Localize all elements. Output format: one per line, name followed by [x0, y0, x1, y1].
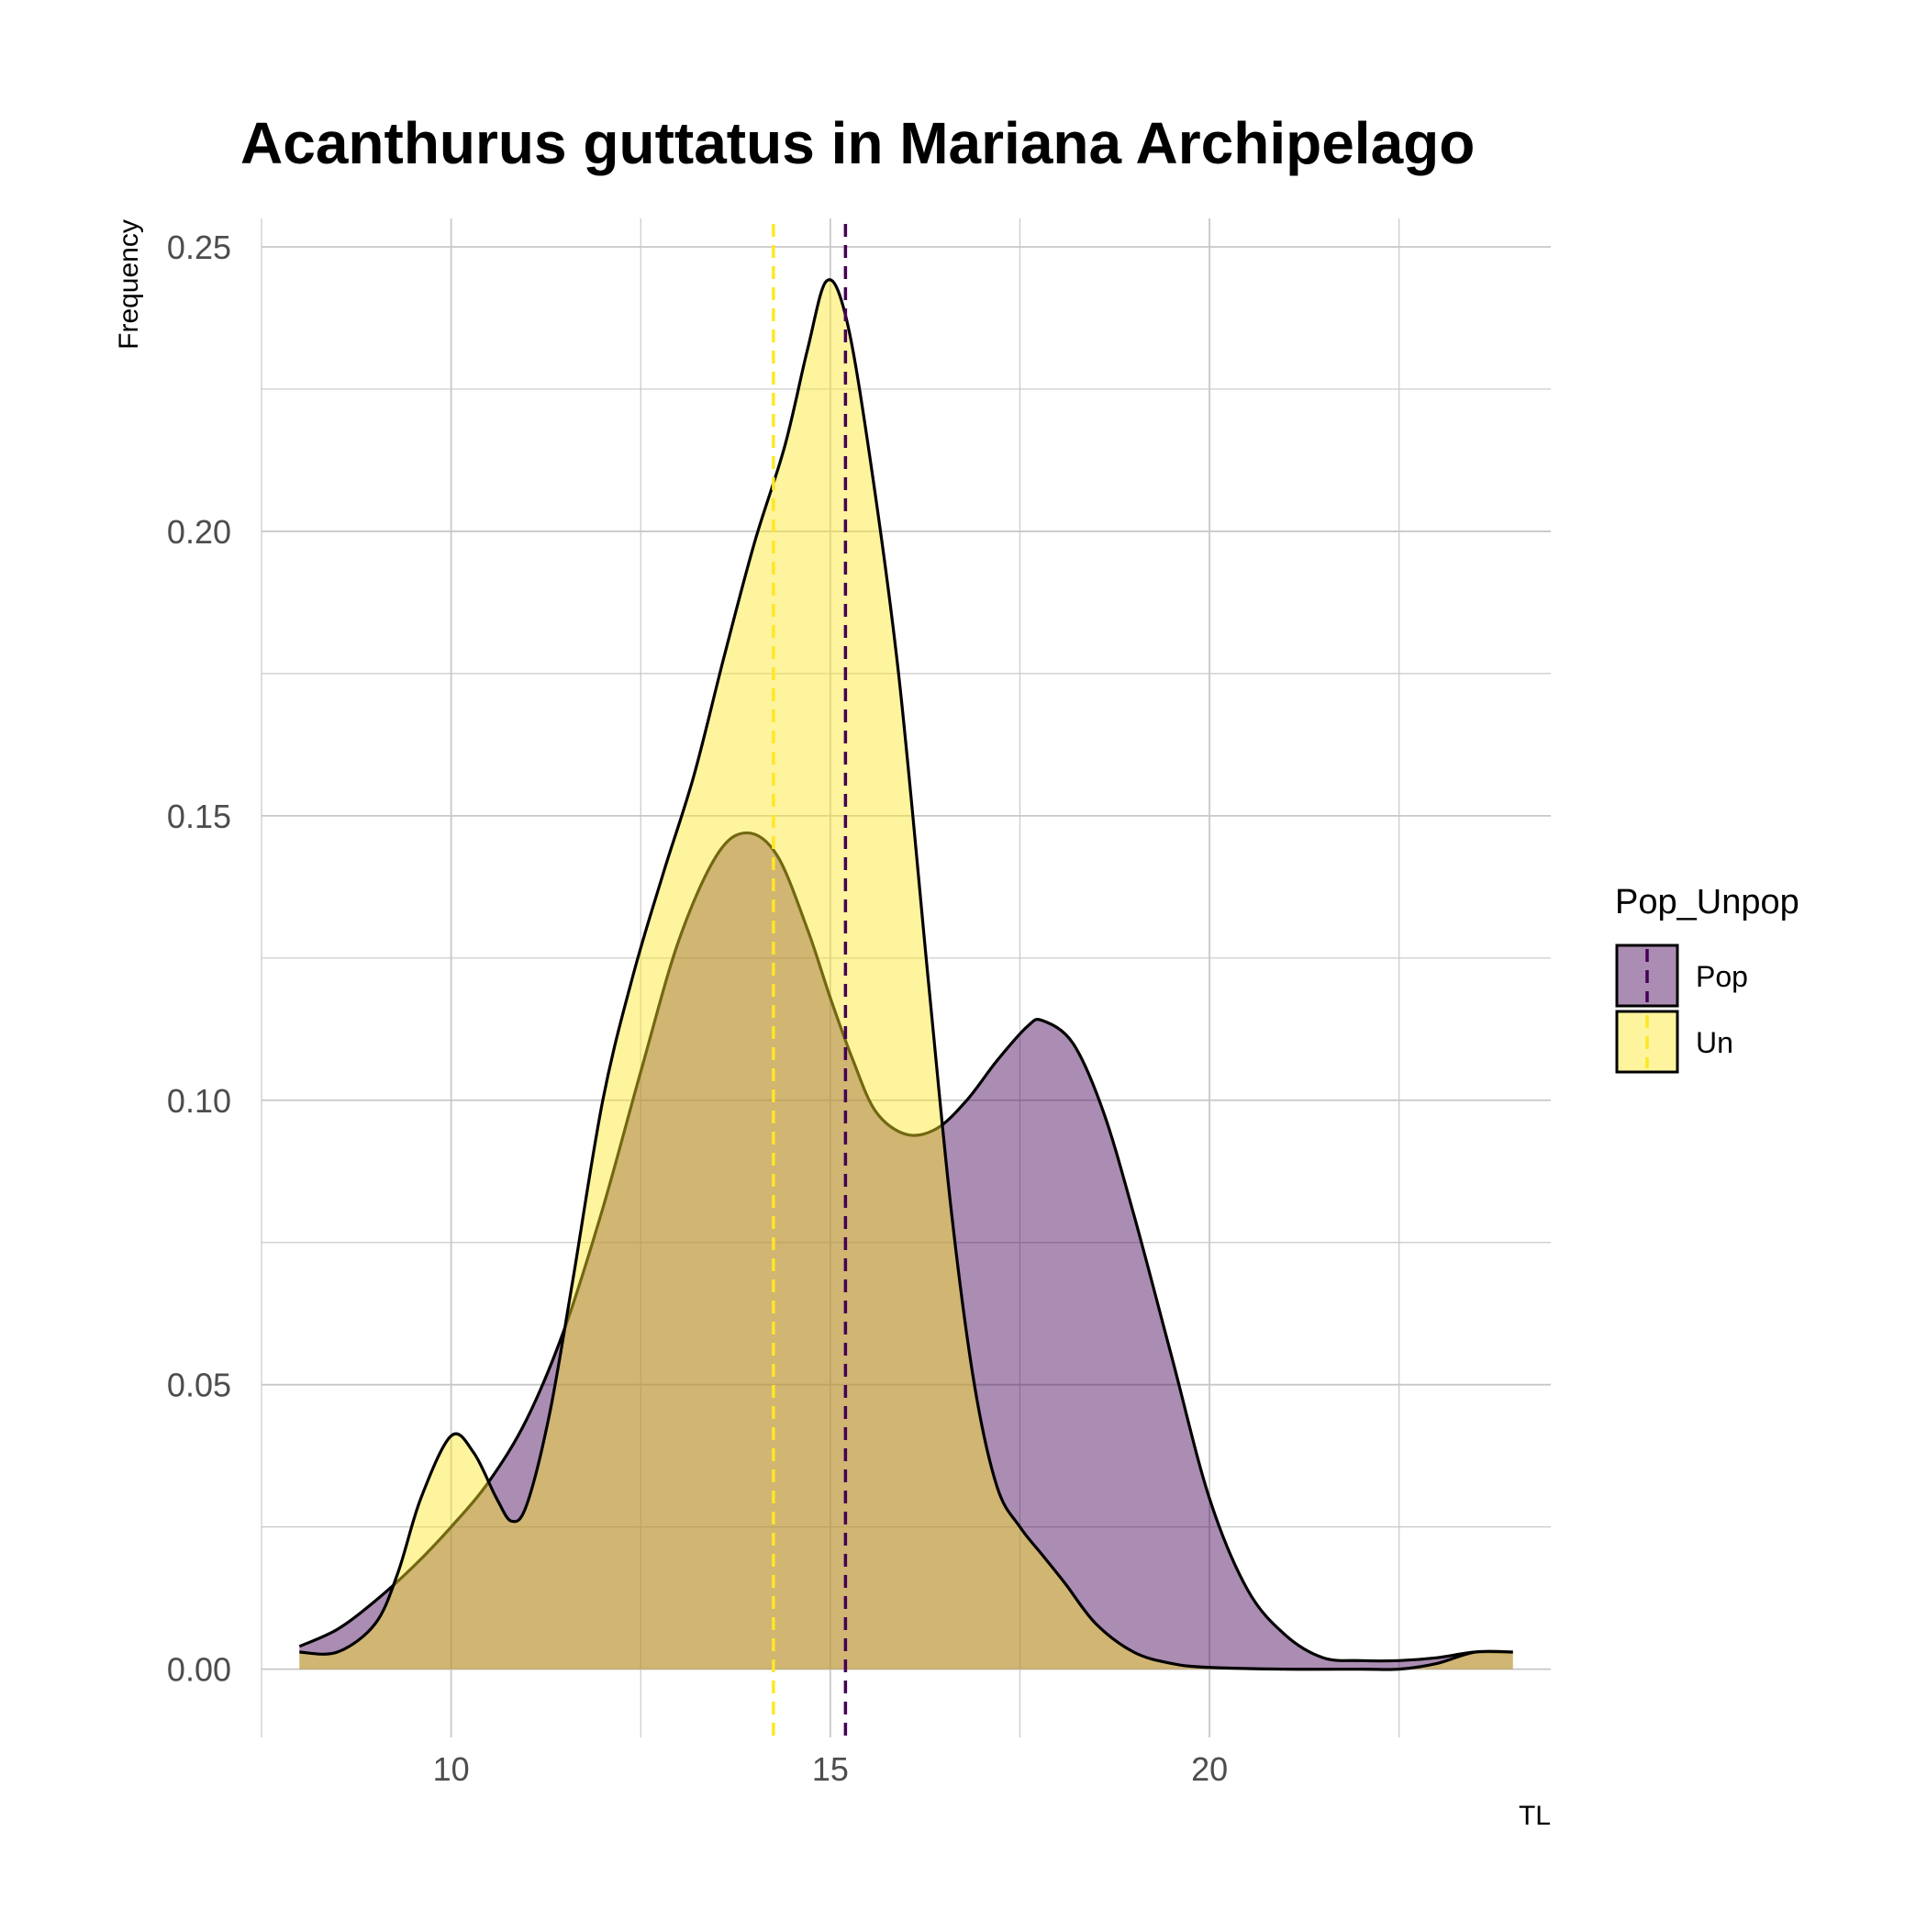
chart-title: Acanthurus guttatus in Mariana Archipela…: [240, 110, 1475, 176]
grid-layer: [261, 218, 1551, 1737]
legend-items: Pop Un: [1615, 944, 1748, 1074]
tick-labels-layer: 10 15 20 0.00 0.05 0.10 0.15 0.20 0.25: [167, 229, 1228, 1788]
y-tick-label: 0.10: [167, 1082, 231, 1120]
x-tick-label: 10: [433, 1750, 470, 1788]
y-axis-title: Frequency: [114, 219, 144, 350]
y-tick-label: 0.15: [167, 798, 231, 835]
density-area-un: [299, 279, 1513, 1670]
y-tick-label: 0.00: [167, 1651, 231, 1689]
density-area-pop: [299, 832, 1513, 1670]
y-tick-label: 0.05: [167, 1367, 231, 1404]
y-tick-label: 0.20: [167, 513, 231, 551]
x-axis-title: TL: [1519, 1801, 1551, 1831]
density-curve-pop: [298, 831, 1513, 1663]
density-curve-un: [299, 278, 1513, 1671]
x-tick-label: 20: [1191, 1750, 1228, 1788]
legend-label: Un: [1696, 1026, 1733, 1059]
area-layer: [298, 278, 1513, 1671]
legend-item-pop: Pop: [1615, 944, 1748, 1008]
legend-label: Pop: [1696, 960, 1748, 993]
legend: Pop_Unpop Pop Un: [1615, 883, 1799, 1074]
x-tick-label: 15: [812, 1750, 849, 1788]
y-tick-label: 0.25: [167, 229, 231, 266]
legend-title: Pop_Unpop: [1615, 883, 1799, 921]
legend-item-un: Un: [1615, 1010, 1733, 1074]
